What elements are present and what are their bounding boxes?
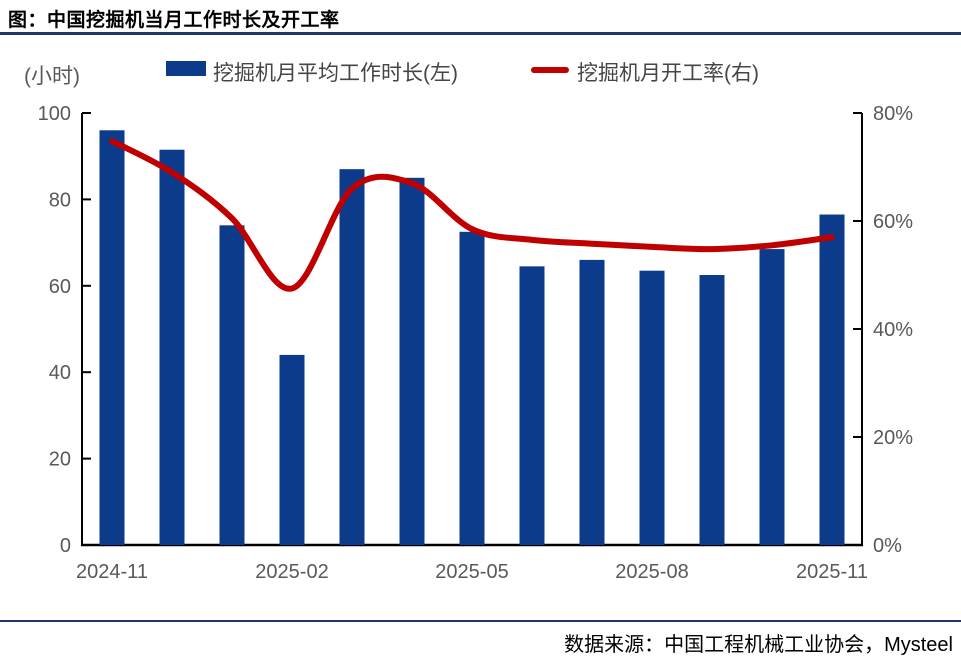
- right-axis-tick-label: 60%: [873, 211, 913, 233]
- data-source-text: 数据来源：中国工程机械工业协会，Mysteel: [564, 634, 953, 656]
- right-axis-tick-label: 20%: [873, 427, 913, 449]
- footer-divider: [0, 620, 961, 622]
- bar-2025-02: [279, 354, 305, 545]
- bar-series-legend-label: 挖掘机月平均工作时长(左): [213, 62, 458, 85]
- bar-2025-08: [639, 270, 665, 545]
- right-axis-tick-label: 40%: [873, 319, 913, 341]
- left-axis-tick-label: 20: [49, 449, 71, 471]
- x-axis-tick-label: 2025-05: [435, 561, 508, 583]
- x-axis-tick-label: 2025-02: [255, 561, 328, 583]
- left-axis-tick-label: 0: [60, 535, 71, 557]
- left-axis-tick-label: 80: [49, 189, 71, 211]
- x-axis-tick-label: 2025-11: [796, 561, 868, 583]
- utilization-trend-line: [109, 138, 835, 292]
- left-axis-tick-label: 60: [49, 276, 71, 298]
- x-axis-tick-label: 2025-08: [615, 561, 688, 583]
- bar-2025-11: [819, 214, 845, 545]
- bar-2025-09: [699, 275, 725, 545]
- bar-2025-10: [759, 249, 785, 545]
- bar-2025-06: [519, 266, 545, 545]
- page-title: 图：中国挖掘机当月工作时长及开工率: [8, 10, 340, 31]
- bar-2024-11: [99, 130, 125, 545]
- title-divider: [0, 32, 961, 35]
- bar-2025-03: [339, 169, 365, 545]
- bar-series-swatch-icon: [166, 61, 206, 76]
- left-axis-tick-label: 100: [38, 103, 71, 125]
- bar-2025-01: [219, 225, 245, 545]
- left-axis-tick-label: 40: [49, 362, 71, 384]
- bar-2025-04: [399, 177, 425, 546]
- bar-2025-07: [579, 259, 605, 545]
- left-axis-unit-label: (小时): [24, 65, 80, 88]
- x-axis-tick-label: 2024-11: [76, 561, 148, 583]
- right-axis-tick-label: 0%: [873, 535, 902, 557]
- line-series-swatch-icon: [531, 67, 569, 73]
- line-series-legend-label: 挖掘机月开工率(右): [577, 62, 759, 85]
- right-axis-tick-label: 80%: [873, 103, 913, 125]
- bar-2025-05: [459, 231, 485, 546]
- bar-2024-12: [159, 149, 185, 545]
